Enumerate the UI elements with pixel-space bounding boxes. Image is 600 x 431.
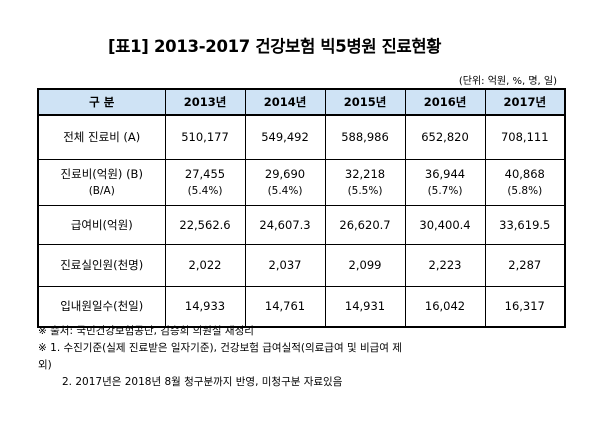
cell-value: 36,944 (424, 166, 466, 181)
header-year: 2016년 (404, 88, 486, 116)
table-cell: 36,944 (5.7%) (404, 158, 486, 206)
footnote-2: 2. 2017년은 2018년 8월 청구분까지 반영, 미청구분 자료있음 (62, 376, 343, 388)
table-cell: 588,986 (324, 114, 406, 160)
footnote-1-continued: 외) (38, 359, 52, 371)
table-cell: 29,690 (5.4%) (244, 158, 326, 206)
table-row: 진료실인원(천명) 2,022 2,037 2,099 2,223 2,287 (37, 243, 566, 287)
header-year: 2013년 (164, 88, 246, 116)
table-cell: 2,037 (244, 243, 326, 287)
footnotes: ※ 출처: 국민건강보험공단, 김승희 의원실 재정리 ※ 1. 수진기준(실제… (38, 323, 578, 391)
table-cell: 22,562.6 (164, 204, 246, 245)
medical-statistics-table: 구 분 2013년 2014년 2015년 2016년 2017년 전체 진료비… (37, 88, 566, 328)
table-cell: 33,619.5 (484, 204, 566, 245)
cell-ratio: (5.8%) (507, 184, 543, 197)
row-label: 급여비(억원) (37, 204, 166, 245)
row-label-sub: (B/A) (88, 184, 115, 197)
row-label: 입내원일수(천일) (37, 285, 166, 328)
footnote-1: ※ 1. 수진기준(실제 진료받은 일자기준), 건강보험 급여실적(의료급여 … (38, 342, 402, 354)
table-cell: 2,287 (484, 243, 566, 287)
table-cell: 2,022 (164, 243, 246, 287)
table-cell: 40,868 (5.8%) (484, 158, 566, 206)
cell-value: 29,690 (264, 166, 306, 181)
table-cell: 549,492 (244, 114, 326, 160)
table-cell: 16,042 (404, 285, 486, 328)
table-row: 급여비(억원) 22,562.6 24,607.3 26,620.7 30,40… (37, 204, 566, 245)
table-cell: 26,620.7 (324, 204, 406, 245)
header-year: 2014년 (244, 88, 326, 116)
cell-ratio: (5.4%) (187, 184, 223, 197)
table-cell: 708,111 (484, 114, 566, 160)
cell-value: 27,455 (184, 166, 226, 181)
header-year: 2017년 (484, 88, 566, 116)
row-label: 진료비(억원) (B) (B/A) (37, 158, 166, 206)
table-cell: 510,177 (164, 114, 246, 160)
unit-label: (단위: 억원, %, 명, 일) (458, 76, 557, 87)
cell-ratio: (5.7%) (427, 184, 463, 197)
header-year: 2015년 (324, 88, 406, 116)
row-label: 진료실인원(천명) (37, 243, 166, 287)
cell-ratio: (5.5%) (347, 184, 383, 197)
table-cell: 14,931 (324, 285, 406, 328)
cell-ratio: (5.4%) (267, 184, 303, 197)
table-cell: 24,607.3 (244, 204, 326, 245)
row-label: 전체 진료비 (A) (37, 114, 166, 160)
table-row: 입내원일수(천일) 14,933 14,761 14,931 16,042 16… (37, 285, 566, 328)
table-cell: 30,400.4 (404, 204, 486, 245)
cell-value: 32,218 (344, 166, 386, 181)
cell-value: 40,868 (504, 166, 545, 181)
table-cell: 2,223 (404, 243, 486, 287)
table-title: [표1] 2013-2017 건강보험 빅5병원 진료현황 (108, 37, 442, 56)
table-cell: 652,820 (404, 114, 486, 160)
header-category: 구 분 (37, 88, 166, 116)
table-cell: 14,933 (164, 285, 246, 328)
table-cell: 14,761 (244, 285, 326, 328)
table-cell: 32,218 (5.5%) (324, 158, 406, 206)
table-row: 전체 진료비 (A) 510,177 549,492 588,986 652,8… (37, 114, 566, 160)
table-row: 진료비(억원) (B) (B/A) 27,455 (5.4%) 29,690 (… (37, 158, 566, 206)
source-note: ※ 출처: 국민건강보험공단, 김승희 의원실 재정리 (38, 325, 254, 337)
table-cell: 27,455 (5.4%) (164, 158, 246, 206)
table-header-row: 구 분 2013년 2014년 2015년 2016년 2017년 (37, 88, 566, 116)
table-cell: 16,317 (484, 285, 566, 328)
table-cell: 2,099 (324, 243, 406, 287)
row-label-main: 진료비(억원) (B) (60, 166, 143, 181)
